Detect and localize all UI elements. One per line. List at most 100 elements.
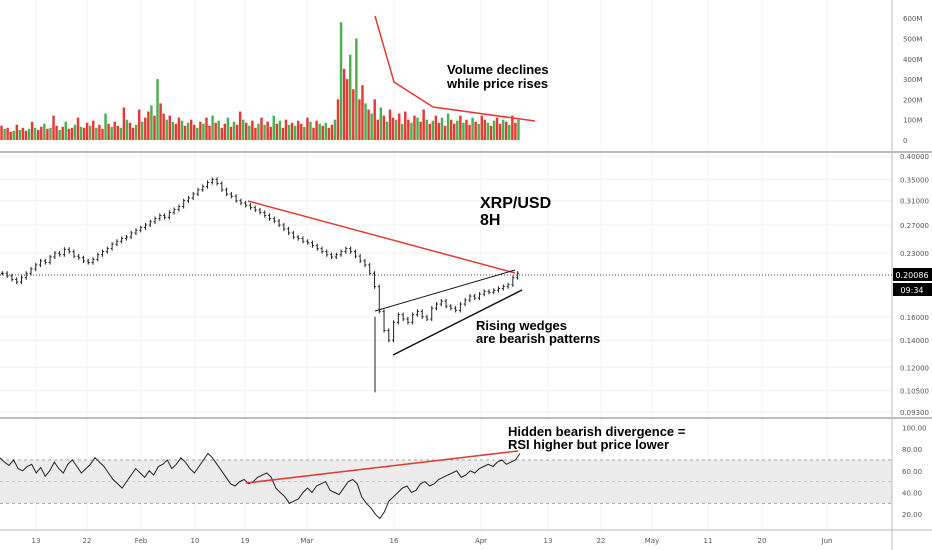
volume-bar (269, 126, 272, 140)
volume-bar (251, 120, 254, 140)
volume-bar (241, 119, 245, 140)
volume-bar (517, 119, 520, 140)
volume-axis-tick: 0 (903, 137, 907, 145)
x-axis-tick: 10 (191, 537, 200, 545)
volume-bar (24, 130, 28, 140)
volume-bar (95, 127, 98, 140)
volume-bar (342, 68, 346, 140)
volume-bar (223, 123, 227, 140)
rsi-axis-tick: 100.00 (902, 424, 927, 432)
volume-bar (306, 117, 309, 140)
volume-bar (70, 127, 74, 140)
volume-bar (92, 120, 95, 140)
volume-bar (345, 79, 349, 140)
volume-bar (27, 128, 31, 140)
wedge-annotation-line2: are bearish patterns (476, 331, 600, 346)
volume-bar (401, 123, 404, 140)
x-axis-tick: Mar (300, 537, 313, 545)
volume-bar (358, 99, 361, 140)
volume-bar (217, 120, 220, 140)
volume-bar (9, 131, 12, 140)
volume-bar (462, 122, 465, 140)
volume-bar (162, 113, 165, 140)
volume-bar (355, 38, 358, 140)
volume-bar (113, 121, 116, 140)
volume-bar (404, 111, 407, 140)
volume-bars (0, 22, 520, 140)
volume-bar (303, 126, 306, 140)
volume-bar (266, 121, 269, 140)
volume-bar (61, 126, 64, 140)
x-axis-tick: May (645, 537, 659, 545)
volume-bar (141, 121, 144, 140)
volume-bar (183, 125, 187, 140)
volume-bar (508, 124, 511, 140)
volume-bar (410, 122, 413, 140)
volume-bar (330, 124, 334, 140)
volume-bar (367, 109, 370, 140)
volume-bar (186, 122, 190, 140)
volume-bar (67, 128, 71, 140)
volume-bar (220, 127, 223, 140)
volume-bar (168, 115, 171, 140)
volume-bar (211, 115, 214, 140)
x-axis-tick: 13 (544, 537, 553, 545)
volume-axis-tick: 100M (903, 117, 922, 125)
volume-bar (498, 123, 502, 140)
volume-bar (52, 115, 55, 140)
volume-bar (171, 121, 175, 140)
chart-title: XRP/USD (480, 195, 551, 212)
volume-bar (150, 105, 153, 140)
volume-axis-tick: 400M (903, 56, 922, 64)
volume-bar (131, 127, 135, 140)
volume-bar (315, 120, 318, 140)
volume-bar (232, 121, 236, 140)
drawings[interactable] (245, 15, 536, 484)
volume-bar (443, 125, 447, 140)
volume-bar (501, 119, 505, 140)
volume-bar (419, 121, 422, 140)
volume-bar (471, 117, 474, 140)
wedge-annotation-line1: Rising wedges (476, 318, 567, 333)
rsi-series (0, 452, 521, 520)
volume-bar (202, 123, 205, 140)
volume-bar (407, 119, 410, 140)
price-axis-tick: 0.23000 (900, 250, 929, 258)
chart-timeframe: 8H (480, 212, 500, 229)
volume-bar (193, 124, 196, 140)
volume-bar (156, 79, 159, 140)
volume-bar (73, 124, 77, 140)
x-axis-tick: 22 (597, 537, 606, 545)
volume-bar (174, 123, 178, 140)
x-axis-tick: 22 (83, 537, 92, 545)
rsi-annotation-line2: RSI higher but price lower (508, 437, 669, 452)
volume-bar (272, 115, 275, 140)
volume-bar (153, 115, 156, 140)
volume-bar (33, 127, 37, 140)
price-axis-tick: 0.27000 (900, 222, 929, 230)
volume-bar (437, 122, 441, 140)
countdown-badge (893, 283, 932, 296)
x-axis-tick: 19 (241, 537, 250, 545)
volume-bar (297, 120, 300, 140)
volume-bar (119, 127, 123, 140)
volume-annotation-line1: Volume declines (447, 62, 549, 77)
volume-bar (205, 117, 208, 140)
volume-bar (64, 121, 67, 140)
volume-bar (388, 109, 392, 140)
volume-bar (76, 117, 80, 140)
price-axis-tick: 0.14000 (900, 337, 929, 345)
volume-bar (58, 129, 61, 140)
volume-bar (361, 85, 364, 140)
volume-bar (15, 124, 19, 140)
price-series (0, 177, 520, 393)
rsi-axis-tick: 40.00 (902, 489, 922, 497)
volume-bar (397, 113, 401, 140)
x-axis-tick: Jun (821, 537, 833, 545)
volume-bar (309, 121, 312, 140)
volume-bar (336, 99, 340, 140)
volume-bar (382, 115, 386, 140)
rsi-axis-tick: 60.00 (902, 468, 922, 476)
volume-bar (189, 119, 193, 140)
volume-bar (3, 128, 6, 140)
